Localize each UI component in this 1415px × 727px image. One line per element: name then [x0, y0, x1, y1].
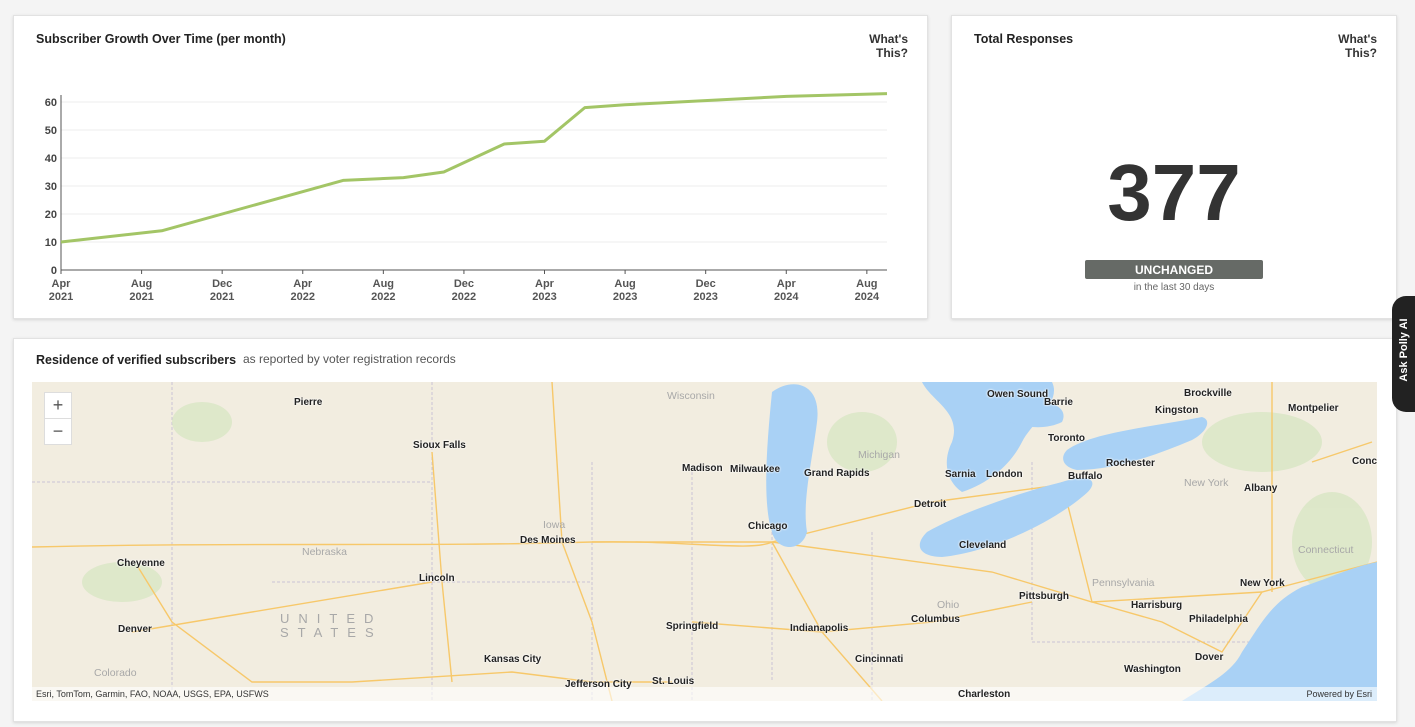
map-label: Philadelphia	[1189, 614, 1248, 625]
map-label: Cheyenne	[117, 558, 165, 569]
map-label: St. Louis	[652, 676, 695, 687]
attribution-bar	[32, 687, 1377, 701]
map-label: Madison	[682, 463, 723, 474]
map-label: Kansas City	[484, 654, 542, 665]
zoom-in[interactable]: +	[44, 392, 72, 419]
map-label: Toronto	[1048, 433, 1086, 444]
zoom-out[interactable]: −	[44, 418, 72, 445]
map-label: London	[986, 469, 1023, 480]
map-label: UNITED STATES	[280, 611, 383, 640]
map-label: New York	[1184, 477, 1229, 489]
map-label: Columbus	[911, 614, 960, 625]
map-label: Grand Rapids	[804, 468, 870, 479]
card-subtitle: as reported by voter registration record…	[243, 352, 456, 366]
map-label: Iowa	[543, 519, 566, 531]
map[interactable]: + − Esri, TomTom, Garmin, FAO, NOAA, USG…	[32, 382, 1377, 701]
map-label: Buffalo	[1068, 471, 1103, 482]
map-label: Sioux Falls	[413, 440, 466, 451]
x-tick-label: Apr 2023	[532, 278, 557, 303]
map-label: Rochester	[1106, 458, 1155, 469]
map-label: Pittsburgh	[1019, 591, 1069, 602]
x-tick-label: Apr 2022	[290, 278, 315, 303]
map-label: Colorado	[94, 667, 137, 679]
map-label: Connecticut	[1298, 544, 1354, 556]
map-label: Denver	[118, 624, 152, 635]
map-label: Cincinnati	[855, 654, 904, 665]
map-label: Wisconsin	[667, 390, 715, 402]
map-label: Des Moines	[520, 535, 576, 546]
response-count: 377	[1107, 148, 1241, 237]
y-tick-label: 30	[45, 181, 57, 193]
x-tick-label: Aug 2022	[371, 278, 396, 303]
line-chart: 0 10 20 30 40 50 60	[45, 92, 888, 277]
chart-title: Subscriber Growth Over Time (per month)	[36, 32, 286, 46]
y-tick-label: 10	[45, 237, 57, 249]
map-label: Michigan	[858, 449, 901, 461]
map-label: Detroit	[914, 499, 947, 510]
map-label: Albany	[1244, 483, 1278, 494]
map-label: Dover	[1195, 652, 1224, 663]
y-tick-label: 40	[45, 153, 57, 165]
line-series	[60, 92, 888, 244]
x-tick-label: Apr 2024	[774, 278, 799, 303]
map-label: Ohio	[937, 599, 960, 611]
map-label: Brockville	[1184, 388, 1232, 399]
x-tick-label: Aug 2021	[129, 278, 154, 303]
side-tab-label: Ask Polly AI	[1398, 318, 1410, 382]
help-link[interactable]: What's This?	[1338, 32, 1377, 60]
map-label: Barrie	[1044, 397, 1073, 408]
x-tick-label: Dec 2022	[451, 278, 477, 303]
x-tick-label: Dec 2021	[209, 278, 235, 303]
card-title: Total Responses	[974, 32, 1074, 46]
map-label: Washington	[1124, 664, 1181, 675]
help-link[interactable]: What's This?	[869, 32, 908, 60]
map-label: Pennsylvania	[1092, 577, 1155, 589]
status-badge: UNCHANGED	[1085, 260, 1263, 279]
map-label: Montpelier	[1288, 403, 1339, 414]
powered-by: Powered by Esri	[1306, 689, 1372, 699]
attribution: Esri, TomTom, Garmin, FAO, NOAA, USGS, E…	[36, 689, 269, 699]
card-title: Residence of verified subscribers	[36, 353, 237, 367]
map-label: Lincoln	[419, 573, 455, 584]
map-label: Concord	[1352, 456, 1377, 467]
y-tick-label: 60	[45, 97, 57, 109]
map-label: New York	[1240, 578, 1285, 589]
map-label: Indianapolis	[790, 623, 849, 634]
side-tab[interactable]: Ask Polly AI	[1392, 296, 1415, 412]
y-tick-label: 0	[51, 265, 57, 277]
status-period: in the last 30 days	[1133, 282, 1215, 293]
map-label: Springfield	[666, 621, 719, 632]
x-tick-label: Dec 2023	[693, 278, 718, 303]
map-label: Chicago	[748, 521, 788, 532]
map-label: Milwaukee	[730, 464, 781, 475]
growth-card	[13, 15, 928, 319]
map-label: Nebraska	[302, 546, 347, 558]
y-tick-label: 20	[45, 209, 57, 221]
y-tick-label: 50	[45, 125, 57, 137]
map-label: Sarnia	[945, 469, 976, 480]
map-label: Kingston	[1155, 405, 1199, 416]
map-label: Cleveland	[959, 540, 1007, 551]
map-label: Jefferson City	[565, 679, 632, 690]
map-base	[32, 382, 1377, 701]
map-label: Harrisburg	[1131, 600, 1183, 611]
x-tick-label: Aug 2024	[854, 278, 880, 303]
map-label: Charleston	[958, 689, 1011, 700]
x-tick-label: Aug 2023	[612, 278, 638, 303]
x-tick-label: Apr 2021	[48, 278, 74, 303]
map-label: Owen Sound	[987, 389, 1049, 400]
map-label: Pierre	[294, 397, 323, 408]
